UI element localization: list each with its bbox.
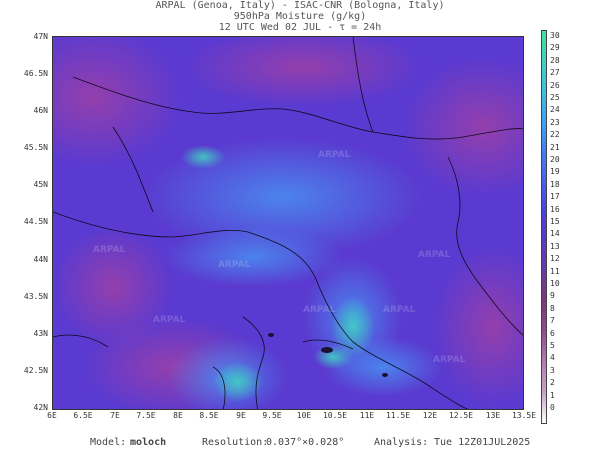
title-line-2: 950hPa Moisture (g/kg) bbox=[233, 11, 367, 22]
colorbar-label: 12 bbox=[550, 254, 560, 264]
lat-label: 43.5N bbox=[23, 292, 48, 301]
colorbar-label: 14 bbox=[550, 229, 560, 239]
colorbar-label: 22 bbox=[550, 130, 560, 140]
resolution-value: 0.037°×0.028° bbox=[266, 437, 345, 448]
colorbar-label: 24 bbox=[550, 105, 560, 115]
analysis-label: Analysis: bbox=[374, 437, 429, 448]
colorbar-label: 27 bbox=[550, 68, 560, 78]
analysis-value: Tue 12Z01JUL2025 bbox=[434, 437, 531, 448]
lon-label: 12.5E bbox=[448, 411, 474, 420]
colorbar-label: 10 bbox=[550, 279, 560, 288]
model-value: moloch bbox=[130, 437, 167, 448]
lat-label: 46N bbox=[33, 106, 48, 115]
lat-label: 46.5N bbox=[23, 69, 48, 78]
colorbar-label: 29 bbox=[550, 43, 560, 53]
lon-label: 13E bbox=[485, 411, 501, 420]
lat-label: 45.5N bbox=[23, 143, 48, 152]
colorbar-label: 26 bbox=[550, 80, 560, 90]
colorbar-label: 5 bbox=[550, 341, 555, 350]
moisture-map[interactable]: ARPAL ARPAL ARPAL ARPAL ARPAL ARPAL ARPA… bbox=[52, 36, 524, 410]
watermark-text: ARPAL bbox=[418, 250, 451, 260]
colorbar-label: 4 bbox=[550, 353, 555, 363]
lat-label: 43N bbox=[33, 329, 48, 338]
map-field: ARPAL ARPAL ARPAL ARPAL ARPAL ARPAL ARPA… bbox=[53, 37, 523, 409]
colorbar-label: 19 bbox=[550, 167, 560, 177]
model-label: Model: bbox=[90, 437, 127, 448]
watermark-text: ARPAL bbox=[303, 305, 336, 315]
colorbar-label: 15 bbox=[550, 217, 560, 226]
lat-label: 45N bbox=[33, 180, 48, 189]
colorbar bbox=[541, 30, 547, 424]
watermark-text: ARPAL bbox=[318, 150, 351, 160]
colorbar-label: 2 bbox=[550, 378, 555, 388]
lat-label: 44N bbox=[33, 255, 48, 264]
colorbar-label: 6 bbox=[550, 328, 555, 338]
colorbar-label: 20 bbox=[550, 155, 560, 164]
watermark-text: ARPAL bbox=[433, 355, 466, 365]
lon-label: 13.5E bbox=[511, 411, 537, 420]
title-line-3: 12 UTC Wed 02 JUL - τ = 24h bbox=[218, 22, 382, 33]
colorbar-label: 11 bbox=[550, 266, 560, 276]
colorbar-label: 0 bbox=[550, 403, 555, 412]
colorbar-label: 8 bbox=[550, 303, 555, 313]
lon-label: 9.5E bbox=[262, 411, 282, 420]
lon-label: 11E bbox=[359, 411, 375, 420]
colorbar-label: 3 bbox=[550, 365, 555, 375]
colorbar-label: 9 bbox=[550, 291, 555, 301]
lon-label: 10.5E bbox=[322, 411, 348, 420]
lon-label: 6.5E bbox=[73, 411, 93, 420]
watermark-text: ARPAL bbox=[93, 245, 126, 255]
lon-label: 6E bbox=[47, 411, 57, 420]
resolution-label: Resolution: bbox=[202, 437, 269, 448]
lon-label: 7E bbox=[110, 411, 120, 420]
lat-label: 47N bbox=[33, 32, 48, 41]
lat-label: 42N bbox=[33, 403, 48, 412]
colorbar-label: 21 bbox=[550, 142, 560, 152]
colorbar-label: 16 bbox=[550, 204, 560, 214]
colorbar-label: 17 bbox=[550, 192, 560, 202]
lon-label: 11.5E bbox=[385, 411, 411, 420]
colorbar-label: 1 bbox=[550, 390, 555, 400]
colorbar-label: 13 bbox=[550, 241, 560, 251]
watermark-text: ARPAL bbox=[153, 315, 186, 325]
lon-label: 8.5E bbox=[199, 411, 219, 420]
lon-label: 8E bbox=[173, 411, 183, 420]
lat-label: 42.5N bbox=[23, 366, 48, 375]
lon-label: 7.5E bbox=[136, 411, 156, 420]
colorbar-label: 25 bbox=[550, 93, 560, 102]
title-line-1: ARPAL (Genoa, Italy) - ISAC-CNR (Bologna… bbox=[155, 0, 445, 11]
colorbar-label: 7 bbox=[550, 316, 555, 326]
colorbar-label: 30 bbox=[550, 31, 560, 40]
colorbar-label: 18 bbox=[550, 179, 560, 189]
colorbar-label: 28 bbox=[550, 55, 560, 65]
lon-label: 10E bbox=[296, 411, 312, 420]
watermark-text: ARPAL bbox=[383, 305, 416, 315]
colorbar-label: 23 bbox=[550, 117, 560, 127]
watermark-text: ARPAL bbox=[218, 260, 251, 270]
lat-label: 44.5N bbox=[23, 217, 48, 226]
lon-label: 12E bbox=[422, 411, 438, 420]
lon-label: 9E bbox=[236, 411, 246, 420]
